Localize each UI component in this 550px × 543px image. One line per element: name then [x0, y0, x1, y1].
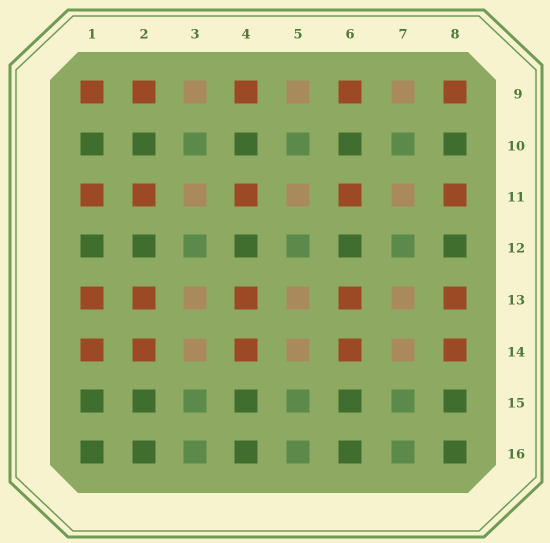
green-light-swatch [183, 389, 207, 413]
green-light-swatch [183, 440, 207, 464]
red-dark-swatch [80, 338, 104, 362]
row-label: 12 [506, 241, 526, 257]
column-label: 7 [398, 27, 408, 43]
green-light-swatch [391, 389, 415, 413]
green-dark-swatch [132, 234, 156, 258]
red-dark-swatch [443, 286, 467, 310]
red-dark-swatch [234, 80, 258, 104]
red-light-swatch [391, 80, 415, 104]
green-light-swatch [286, 389, 310, 413]
row-label: 16 [506, 447, 526, 463]
red-light-swatch [286, 80, 310, 104]
column-label: 2 [139, 27, 149, 43]
green-dark-swatch [443, 234, 467, 258]
green-dark-swatch [338, 234, 362, 258]
green-dark-swatch [80, 234, 104, 258]
green-dark-swatch [80, 440, 104, 464]
red-dark-swatch [443, 338, 467, 362]
row-label: 13 [506, 293, 526, 309]
green-dark-swatch [338, 132, 362, 156]
green-dark-swatch [234, 389, 258, 413]
green-dark-swatch [338, 389, 362, 413]
column-label: 6 [345, 27, 355, 43]
red-dark-swatch [443, 80, 467, 104]
column-label: 1 [87, 27, 97, 43]
green-dark-swatch [234, 132, 258, 156]
red-dark-swatch [234, 183, 258, 207]
red-light-swatch [286, 183, 310, 207]
row-label: 9 [513, 87, 523, 103]
green-light-swatch [286, 234, 310, 258]
red-dark-swatch [234, 286, 258, 310]
green-light-swatch [183, 132, 207, 156]
green-dark-swatch [443, 389, 467, 413]
row-label: 11 [506, 190, 526, 206]
green-dark-swatch [80, 389, 104, 413]
row-label: 15 [506, 396, 526, 412]
column-label: 8 [450, 27, 460, 43]
red-dark-swatch [132, 183, 156, 207]
red-light-swatch [183, 286, 207, 310]
red-dark-swatch [234, 338, 258, 362]
red-dark-swatch [80, 286, 104, 310]
red-light-swatch [391, 183, 415, 207]
green-dark-swatch [234, 234, 258, 258]
green-panel [50, 52, 496, 493]
green-dark-swatch [80, 132, 104, 156]
red-dark-swatch [80, 80, 104, 104]
column-label: 5 [293, 27, 303, 43]
red-light-swatch [286, 286, 310, 310]
green-dark-swatch [234, 440, 258, 464]
outer-border [8, 8, 544, 539]
red-dark-swatch [80, 183, 104, 207]
red-dark-swatch [443, 183, 467, 207]
red-light-swatch [286, 338, 310, 362]
green-dark-swatch [132, 389, 156, 413]
row-label: 14 [506, 345, 526, 361]
red-dark-swatch [132, 80, 156, 104]
green-dark-swatch [132, 440, 156, 464]
red-dark-swatch [338, 183, 362, 207]
red-light-swatch [391, 338, 415, 362]
red-dark-swatch [338, 80, 362, 104]
green-light-swatch [391, 132, 415, 156]
green-dark-swatch [338, 440, 362, 464]
green-dark-swatch [443, 440, 467, 464]
green-light-swatch [286, 132, 310, 156]
red-light-swatch [183, 183, 207, 207]
red-light-swatch [183, 338, 207, 362]
green-light-swatch [391, 440, 415, 464]
red-light-swatch [183, 80, 207, 104]
inner-border [15, 15, 537, 532]
column-label: 3 [190, 27, 200, 43]
column-label: 4 [241, 27, 251, 43]
red-dark-swatch [338, 286, 362, 310]
green-light-swatch [183, 234, 207, 258]
red-dark-swatch [132, 286, 156, 310]
green-dark-swatch [132, 132, 156, 156]
red-light-swatch [391, 286, 415, 310]
green-light-swatch [391, 234, 415, 258]
red-dark-swatch [338, 338, 362, 362]
green-dark-swatch [443, 132, 467, 156]
row-label: 10 [506, 139, 526, 155]
red-dark-swatch [132, 338, 156, 362]
green-light-swatch [286, 440, 310, 464]
